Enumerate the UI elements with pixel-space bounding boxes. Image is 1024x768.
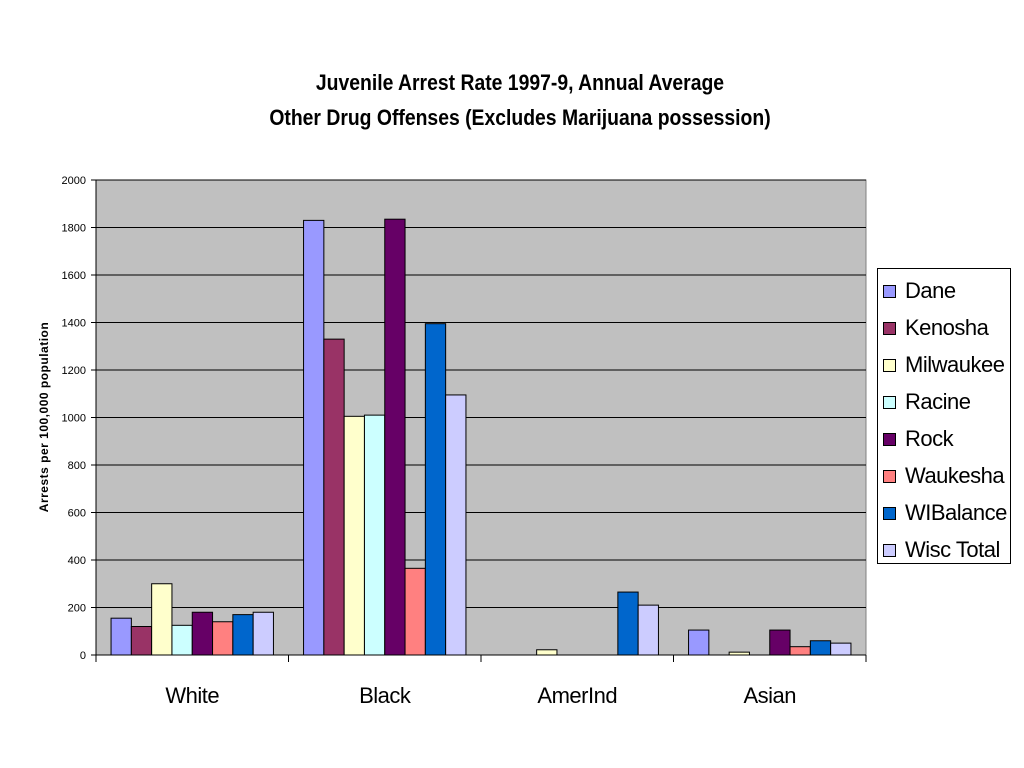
legend-swatch (883, 469, 896, 483)
legend-label: WIBalance (905, 500, 1007, 525)
legend-swatch (883, 506, 896, 520)
bar-amerind-wisc-total (637, 604, 659, 656)
y-tick-label-600: 600 (68, 508, 86, 520)
bar-black-rock (384, 218, 406, 656)
legend-label: Racine (905, 389, 971, 414)
bar-asian-rock (769, 629, 791, 656)
chart-subtitle: Other Drug Offenses (Excludes Marijuana … (269, 105, 771, 130)
x-tick-label-black: Black (359, 683, 412, 708)
bar-black-wibalance (424, 323, 447, 656)
bar-white-wibalance (232, 614, 254, 656)
x-tick-label-amerind: AmerInd (537, 683, 617, 708)
legend-swatch (883, 284, 896, 298)
legend-item-dane: Dane (883, 276, 956, 306)
y-tick-label-1400: 1400 (62, 318, 86, 330)
legend-item-milwaukee: Milwaukee (883, 350, 1005, 380)
legend-item-wisc-total: Wisc Total (883, 535, 1000, 565)
bar-white-rock (191, 611, 214, 656)
legend-swatch (883, 321, 896, 335)
legend-swatch (883, 432, 896, 446)
bar-asian-waukesha (789, 646, 811, 656)
legend-item-racine: Racine (883, 387, 971, 417)
legend-label: Rock (905, 426, 954, 451)
y-tick-label-800: 800 (68, 460, 86, 472)
bar-white-kenosha (130, 626, 153, 656)
y-tick-label-2000: 2000 (62, 175, 86, 187)
legend-swatch (883, 358, 896, 372)
legend-label: Wisc Total (905, 537, 1000, 562)
legend-item-wibalance: WIBalance (883, 498, 1007, 528)
legend-swatch (883, 395, 896, 409)
y-tick-label-200: 200 (68, 603, 86, 615)
x-tick-label-white: White (165, 683, 219, 708)
bar-white-milwaukee (151, 583, 173, 656)
legend-label: Waukesha (905, 463, 1005, 488)
y-tick-label-1200: 1200 (62, 365, 86, 377)
bar-amerind-wibalance (617, 591, 639, 656)
bar-white-wisc-total (252, 611, 274, 656)
bar-white-waukesha (212, 621, 234, 656)
y-axis-label: Arrests per 100,000 population (37, 321, 51, 513)
legend-item-rock: Rock (883, 424, 954, 454)
bar-asian-wibalance (809, 640, 832, 656)
bar-black-milwaukee (343, 415, 365, 656)
bar-black-kenosha (323, 338, 345, 656)
bar-asian-wisc-total (830, 642, 852, 656)
chart-title: Juvenile Arrest Rate 1997-9, Annual Aver… (315, 70, 725, 95)
bar-white-dane (110, 617, 132, 656)
y-tick-label-1800: 1800 (62, 223, 86, 235)
chart-legend: Dane Kenosha Milwaukee Racine Rock Waukesha WI… (877, 268, 1011, 564)
x-tick-label-asian: Asian (743, 683, 796, 708)
bar-black-waukesha (404, 567, 426, 656)
legend-item-kenosha: Kenosha (883, 313, 989, 343)
legend-item-waukesha: Waukesha (883, 461, 1005, 491)
y-tick-label-1600: 1600 (62, 270, 86, 282)
y-tick-label-0: 0 (80, 650, 86, 662)
y-tick-label-400: 400 (68, 555, 86, 567)
bar-asian-milwaukee (728, 651, 750, 656)
legend-label: Kenosha (905, 315, 989, 340)
bar-amerind-milwaukee (536, 649, 558, 656)
legend-swatch (883, 543, 896, 557)
y-tick-label-1000: 1000 (62, 413, 86, 425)
bar-asian-dane (688, 629, 710, 656)
bar-black-racine (363, 414, 386, 656)
bar-black-wisc-total (445, 394, 467, 656)
legend-label: Milwaukee (905, 352, 1005, 377)
bar-white-racine (171, 624, 193, 656)
legend-label: Dane (905, 278, 956, 303)
bar-black-dane (303, 219, 325, 656)
